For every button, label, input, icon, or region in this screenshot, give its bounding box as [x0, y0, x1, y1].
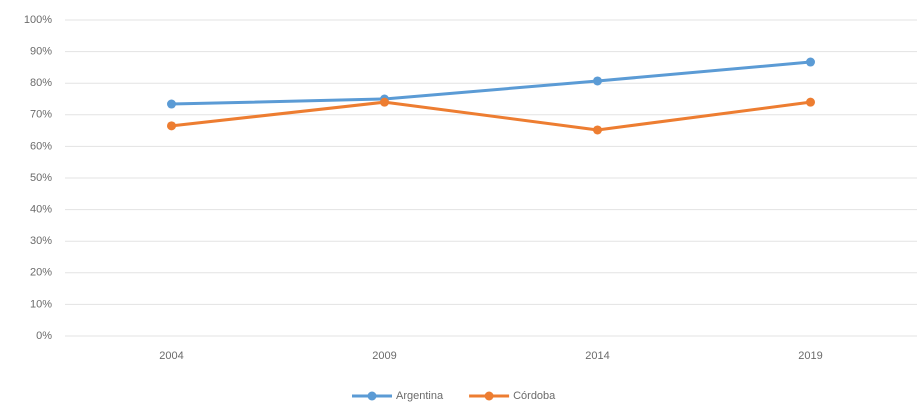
- y-tick-label: 40%: [30, 204, 52, 216]
- series-line: [171, 100, 811, 132]
- y-tick-label: 60%: [30, 140, 52, 152]
- data-point: [380, 97, 389, 107]
- y-tick-label: 70%: [30, 109, 52, 121]
- x-tick-label: 2014: [585, 350, 609, 362]
- series-line: [171, 60, 811, 106]
- x-tick-label: 2004: [159, 350, 183, 362]
- legend-label: Córdoba: [513, 390, 556, 402]
- data-point: [167, 99, 176, 109]
- y-tick-label: 10%: [30, 298, 52, 310]
- y-tick-label: 20%: [30, 267, 52, 279]
- data-point: [806, 57, 815, 67]
- legend-label: Argentina: [396, 390, 444, 402]
- y-tick-label: 90%: [30, 46, 52, 58]
- legend-marker: [484, 391, 494, 401]
- data-point: [167, 121, 176, 131]
- data-point: [593, 125, 602, 135]
- x-tick-label: 2009: [372, 350, 396, 362]
- data-point: [806, 97, 815, 107]
- y-tick-label: 0%: [36, 330, 52, 342]
- y-tick-label: 50%: [30, 172, 52, 184]
- x-tick-label: 2019: [798, 350, 822, 362]
- y-tick-label: 80%: [30, 77, 52, 89]
- data-point: [593, 76, 602, 86]
- legend-marker: [367, 391, 377, 401]
- y-tick-label: 30%: [30, 235, 52, 247]
- y-tick-label: 100%: [24, 14, 52, 26]
